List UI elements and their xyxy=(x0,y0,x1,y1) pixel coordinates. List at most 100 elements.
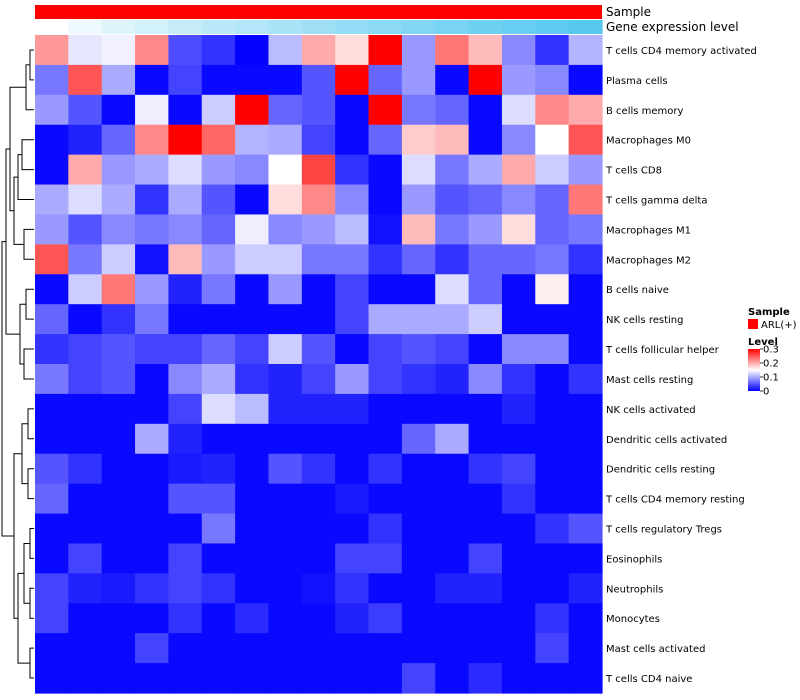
heatmap-cell xyxy=(101,94,136,126)
dendrogram-branch xyxy=(13,176,24,245)
heatmap-cell xyxy=(35,244,69,275)
heatmap-cell xyxy=(201,393,236,425)
heatmap-cell xyxy=(535,274,570,305)
heatmap-cell xyxy=(235,214,270,245)
heatmap-cell xyxy=(468,483,503,515)
legend-level-title: Level xyxy=(748,337,778,348)
heatmap-cell xyxy=(568,453,603,485)
row-label: T cells follicular helper xyxy=(605,345,720,356)
row-label: T cells CD4 memory activated xyxy=(605,46,757,57)
heatmap-cell xyxy=(435,274,470,305)
heatmap-cell xyxy=(501,483,536,515)
heatmap-cell xyxy=(201,483,236,515)
heatmap-cell xyxy=(568,304,603,335)
heatmap-cell xyxy=(68,184,103,216)
heatmap-cell xyxy=(501,64,536,96)
heatmap-cell xyxy=(235,393,270,425)
heatmap-cell xyxy=(435,94,470,126)
gene-expression-annotation-cell xyxy=(501,20,536,34)
heatmap-cell xyxy=(235,35,270,66)
heatmap-cell xyxy=(501,393,536,425)
heatmap-cell xyxy=(335,573,370,604)
heatmap-cell xyxy=(368,274,403,305)
heatmap-cell xyxy=(35,35,69,66)
heatmap-cell xyxy=(568,184,603,216)
dendrogram-branch xyxy=(17,154,34,200)
heatmap-cell xyxy=(268,274,303,305)
gene-expression-annotation-cell xyxy=(301,20,336,34)
heatmap-cell xyxy=(435,124,470,156)
heatmap-cell xyxy=(568,94,603,126)
heatmap-cell xyxy=(568,423,603,455)
heatmap-cell xyxy=(535,64,570,96)
heatmap-cell xyxy=(368,364,403,395)
heatmap-cell xyxy=(235,244,270,275)
heatmap-cell xyxy=(168,244,203,275)
heatmap-cell xyxy=(268,633,303,664)
heatmap-cell xyxy=(435,543,470,574)
heatmap-cell xyxy=(268,214,303,245)
heatmap-cell xyxy=(201,35,236,66)
heatmap-cell xyxy=(168,633,203,664)
heatmap-cell xyxy=(235,633,270,664)
heatmap-cell xyxy=(368,483,403,515)
dendrogram-branch xyxy=(29,49,34,81)
heatmap-cell xyxy=(35,364,69,395)
heatmap-cell xyxy=(435,64,470,96)
heatmap-cell xyxy=(101,663,136,694)
heatmap-cell xyxy=(335,124,370,156)
heatmap-cell xyxy=(335,184,370,216)
heatmap-cell xyxy=(535,603,570,634)
heatmap-cell xyxy=(201,603,236,634)
heatmap-cell xyxy=(435,184,470,216)
heatmap-cell xyxy=(35,483,69,515)
heatmap-cell xyxy=(268,513,303,545)
heatmap-cell xyxy=(201,124,236,156)
heatmap-cell xyxy=(435,154,470,186)
heatmap-cell xyxy=(201,543,236,574)
gene-expression-annotation-cell xyxy=(135,20,170,34)
heatmap-cell xyxy=(401,304,436,335)
heatmap-cell xyxy=(568,513,603,545)
gene-expression-annotation-cell xyxy=(268,20,303,34)
heatmap-cell xyxy=(468,364,503,395)
heatmap-cell xyxy=(68,393,103,425)
heatmap-cell xyxy=(568,214,603,245)
heatmap-cell xyxy=(368,513,403,545)
heatmap-cell xyxy=(468,334,503,365)
heatmap-cell xyxy=(201,64,236,96)
heatmap-cell xyxy=(401,393,436,425)
heatmap-cell xyxy=(135,214,170,245)
heatmap-cell xyxy=(235,94,270,126)
heatmap-cell xyxy=(68,214,103,245)
dendrogram-branch xyxy=(23,228,34,260)
heatmap-cell xyxy=(168,453,203,485)
heatmap-cell xyxy=(101,603,136,634)
heatmap-cell xyxy=(168,184,203,216)
heatmap-cell xyxy=(268,64,303,96)
heatmap-cell xyxy=(301,304,336,335)
heatmap-cell xyxy=(535,393,570,425)
heatmap-cell xyxy=(201,304,236,335)
gene-expression-annotation-cell xyxy=(368,20,403,34)
heatmap-cell xyxy=(501,633,536,664)
heatmap-cell xyxy=(301,543,336,574)
row-label: B cells naive xyxy=(606,285,669,296)
heatmap-cell xyxy=(401,64,436,96)
heatmap-cell xyxy=(401,453,436,485)
legend-tick-label: 0.3 xyxy=(763,345,779,356)
row-labels: T cells CD4 memory activated Plasma cells… xyxy=(605,46,757,685)
gene-expression-annotation-cell xyxy=(235,20,270,34)
heatmap-cell xyxy=(568,633,603,664)
heatmap-cell xyxy=(335,94,370,126)
heatmap-cell xyxy=(335,423,370,455)
heatmap-cell xyxy=(68,603,103,634)
heatmap-cell xyxy=(201,663,236,694)
row-label: Macrophages M0 xyxy=(606,136,691,147)
heatmap-cell xyxy=(135,184,170,216)
dendrogram-branch xyxy=(27,468,34,500)
heatmap-cell xyxy=(535,124,570,156)
heatmap-cell xyxy=(68,513,103,545)
row-label: Eosinophils xyxy=(606,554,662,565)
heatmap-cell xyxy=(435,214,470,245)
